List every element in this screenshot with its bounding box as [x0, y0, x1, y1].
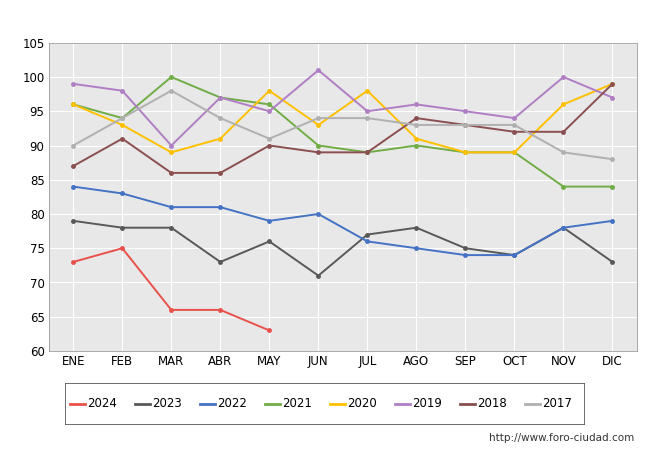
Text: 2021: 2021	[282, 397, 312, 410]
Text: 2022: 2022	[217, 397, 247, 410]
Text: 2017: 2017	[542, 397, 572, 410]
Text: 2023: 2023	[152, 397, 182, 410]
Text: 2020: 2020	[347, 397, 377, 410]
Text: http://www.foro-ciudad.com: http://www.foro-ciudad.com	[489, 433, 634, 443]
Text: Afiliados en Gorafe a 31/5/2024: Afiliados en Gorafe a 31/5/2024	[194, 9, 456, 27]
Text: 2018: 2018	[477, 397, 507, 410]
Text: 2019: 2019	[412, 397, 442, 410]
Text: 2024: 2024	[87, 397, 117, 410]
